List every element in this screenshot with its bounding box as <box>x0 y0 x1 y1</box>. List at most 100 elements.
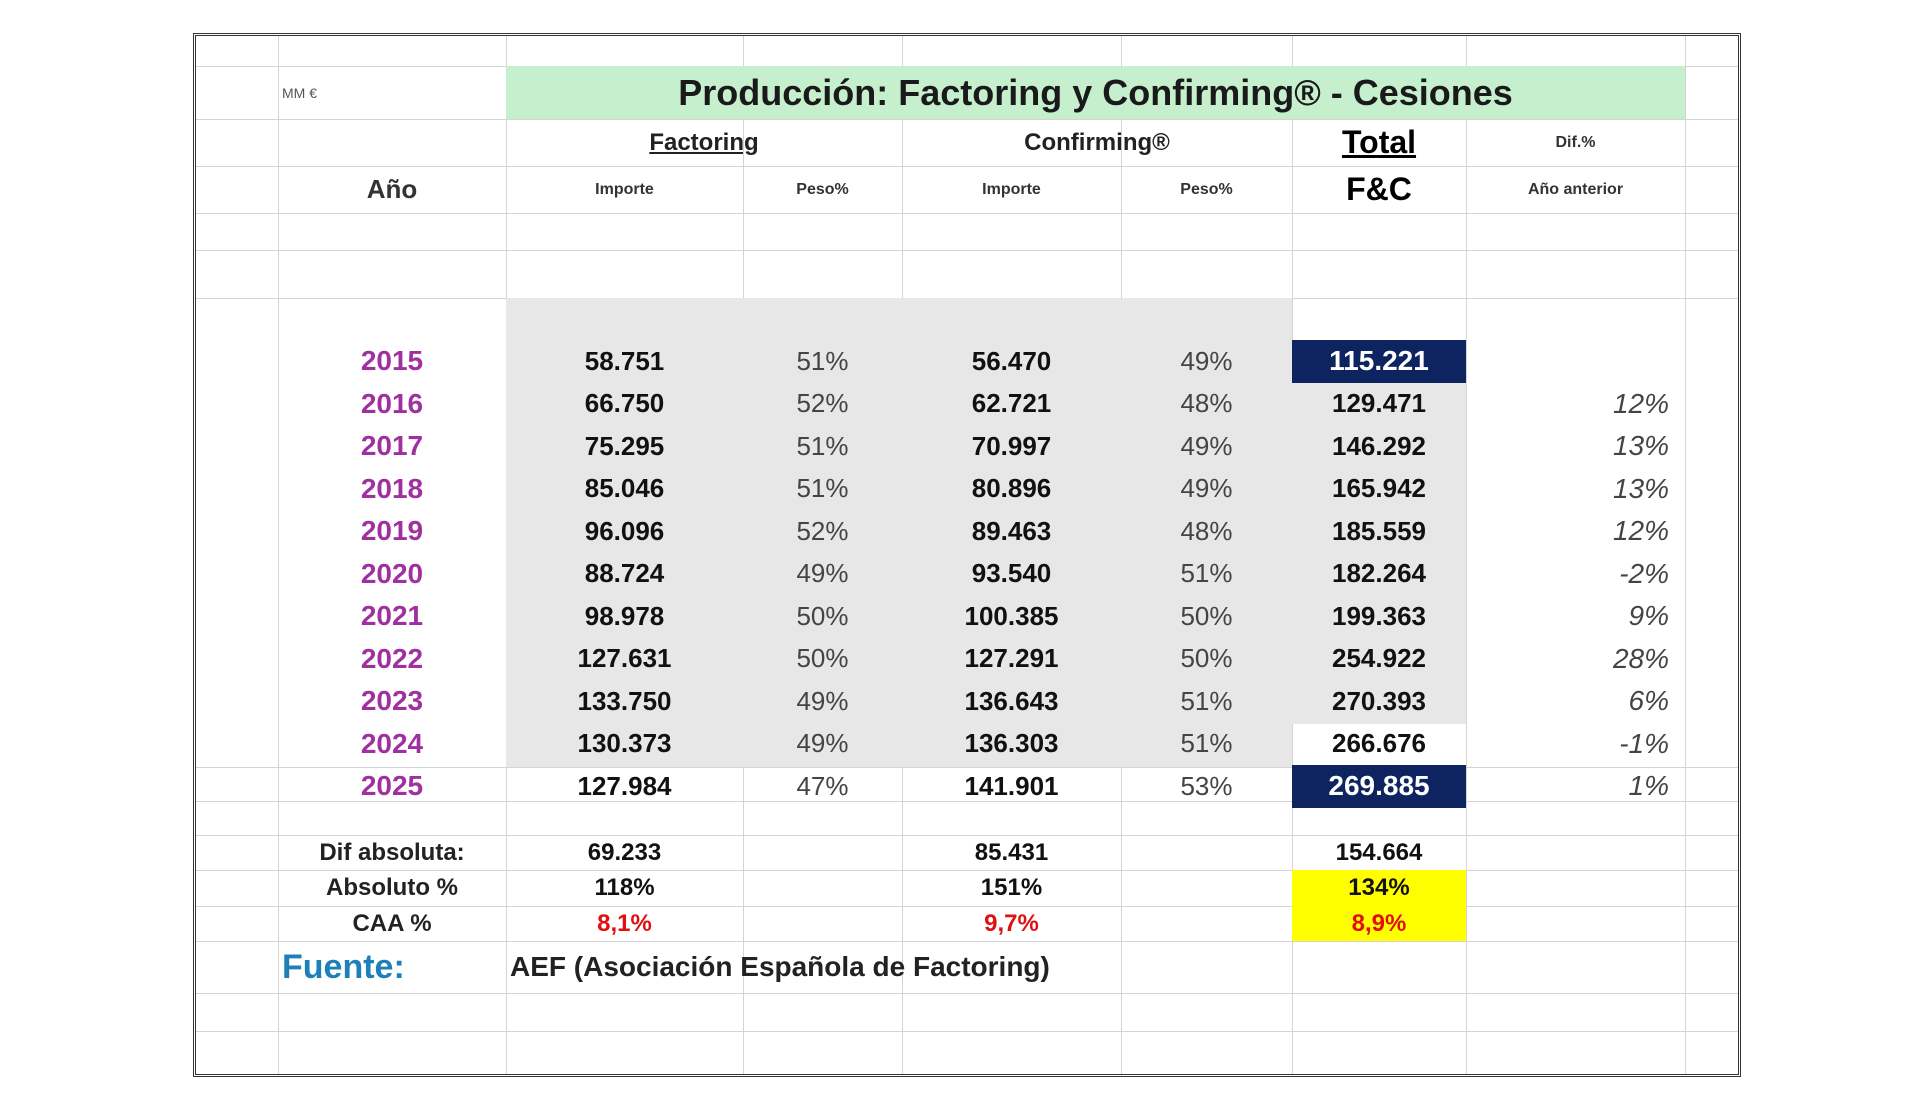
dif-pct-cell: 13% <box>1612 472 1669 504</box>
factoring-importe-cell: 98.978 <box>584 600 665 631</box>
dif-pct-cell: 12% <box>1612 387 1669 419</box>
total-cell: 146.292 <box>1332 430 1426 461</box>
factoring-peso-cell: 52% <box>796 515 849 546</box>
total-cell: 266.676 <box>1332 728 1426 759</box>
factoring-importe-cell: 85.046 <box>584 473 665 504</box>
total-cell: 182.264 <box>1332 558 1426 589</box>
confirming-peso-cell: 53% <box>1180 770 1233 801</box>
dif-absoluta-confirming: 85.431 <box>974 838 1049 866</box>
grid-row-line <box>196 835 1738 836</box>
units-label: MM € <box>282 84 317 101</box>
confirming-importe-cell: 62.721 <box>971 388 1052 419</box>
absoluto-pct-label: Absoluto % <box>326 874 458 901</box>
data-area <box>506 298 1292 767</box>
dif-header: Dif.% <box>1466 119 1685 166</box>
confirming-peso-header: Peso% <box>1121 166 1292 213</box>
importe-label: Importe <box>595 180 654 198</box>
factoring-importe-cell: 130.373 <box>577 728 672 759</box>
dif-pct-cell: 28% <box>1612 642 1669 674</box>
confirming-peso-cell: 49% <box>1180 345 1233 376</box>
dif-pct-cell <box>1466 340 1685 383</box>
confirming-importe-cell: 127.291 <box>964 643 1059 674</box>
total-header: Total <box>1292 119 1466 166</box>
year-cell: 2025 <box>360 770 424 802</box>
confirming-peso-cell: 48% <box>1180 388 1233 419</box>
absoluto-pct-factoring: 118% <box>594 874 655 901</box>
grid-col-line <box>1466 36 1467 1074</box>
factoring-importe-cell: 96.096 <box>584 515 665 546</box>
confirming-importe-cell: 100.385 <box>964 600 1059 631</box>
confirming-peso-cell: 49% <box>1180 473 1233 504</box>
dif-pct-cell: -1% <box>1619 727 1669 759</box>
caa-pct-confirming: 9,7% <box>984 909 1039 937</box>
grid-row-line <box>196 801 1738 802</box>
dif-absoluta-factoring: 69.233 <box>587 838 662 866</box>
confirming-importe-header: Importe <box>902 166 1121 213</box>
confirming-importe-cell: 136.303 <box>964 728 1059 759</box>
year-cell: 2024 <box>360 727 424 759</box>
factoring-importe-cell: 133.750 <box>577 685 672 716</box>
total-cell: 165.942 <box>1332 473 1426 504</box>
year-cell: 2017 <box>360 430 424 462</box>
factoring-peso-cell: 47% <box>796 770 849 801</box>
highlight-yellow <box>1292 870 1466 941</box>
factoring-peso-cell: 50% <box>796 600 849 631</box>
year-cell: 2022 <box>360 642 424 674</box>
confirming-importe-cell: 56.470 <box>971 345 1052 376</box>
confirming-peso-cell: 48% <box>1180 515 1233 546</box>
grid-row-line <box>196 993 1738 994</box>
grid-row-line <box>196 213 1738 214</box>
fuente-label: Fuente: <box>282 947 405 986</box>
total-cell: 270.393 <box>1332 685 1426 716</box>
total-sub-header: F&C <box>1292 166 1466 213</box>
fuente-text: AEF (Asociación Española de Factoring) <box>510 951 1050 982</box>
ano-label: Año <box>366 174 418 204</box>
dif-pct-cell: 1% <box>1628 770 1669 802</box>
factoring-peso-cell: 51% <box>796 345 849 376</box>
confirming-importe-cell: 141.901 <box>964 770 1059 801</box>
total-cell: 254.922 <box>1332 643 1426 674</box>
confirming-peso-cell: 51% <box>1180 558 1233 589</box>
peso-label: Peso% <box>796 180 849 198</box>
grid-row-line <box>196 941 1738 942</box>
factoring-importe-cell: 88.724 <box>584 558 665 589</box>
confirming-peso-cell: 50% <box>1180 643 1233 674</box>
title-bar: Producción: Factoring y Confirming® - Ce… <box>506 66 1685 119</box>
confirming-peso-cell: 50% <box>1180 600 1233 631</box>
confirming-importe-cell: 93.540 <box>971 558 1052 589</box>
confirming-peso-cell: 51% <box>1180 728 1233 759</box>
confirming-importe-cell: 136.643 <box>964 685 1059 716</box>
factoring-importe-header: Importe <box>506 166 743 213</box>
confirming-peso-cell: 49% <box>1180 430 1233 461</box>
page-title: Producción: Factoring y Confirming® - Ce… <box>678 71 1513 113</box>
grid-row-line <box>196 119 1738 120</box>
absoluto-pct-total: 134% <box>1348 874 1410 901</box>
factoring-header: Factoring <box>506 119 902 166</box>
confirming-importe-cell: 89.463 <box>971 515 1052 546</box>
year-cell: 2019 <box>360 515 424 547</box>
confirming-importe-cell: 80.896 <box>971 473 1052 504</box>
year-cell: 2015 <box>360 345 424 377</box>
grid-col-line <box>278 36 279 1074</box>
total-area <box>1292 340 1466 724</box>
dif-pct-cell: 9% <box>1628 600 1669 632</box>
dif-pct-cell: 12% <box>1612 515 1669 547</box>
spreadsheet: Producción: Factoring y Confirming® - Ce… <box>193 33 1741 1077</box>
year-cell: 2023 <box>360 685 424 717</box>
year-cell: 2018 <box>360 472 424 504</box>
grid-row-line <box>196 870 1738 871</box>
dif-pct-cell: 13% <box>1612 430 1669 462</box>
factoring-importe-cell: 127.984 <box>577 770 672 801</box>
total-cell: 115.221 <box>1292 340 1466 383</box>
caa-pct-factoring: 8,1% <box>597 909 652 937</box>
grid-col-line <box>1685 36 1686 1074</box>
ano-anterior-label: Año anterior <box>1527 180 1624 198</box>
caa-pct-label: CAA % <box>352 909 432 937</box>
factoring-importe-cell: 127.631 <box>577 643 672 674</box>
total-label: Total <box>1341 124 1417 160</box>
total-sub-label: F&C <box>1346 171 1412 207</box>
dif-absoluta-total: 154.664 <box>1335 838 1423 866</box>
grid-row-line <box>196 1031 1738 1032</box>
confirming-label: Confirming® <box>1024 128 1170 156</box>
factoring-importe-cell: 75.295 <box>584 430 665 461</box>
